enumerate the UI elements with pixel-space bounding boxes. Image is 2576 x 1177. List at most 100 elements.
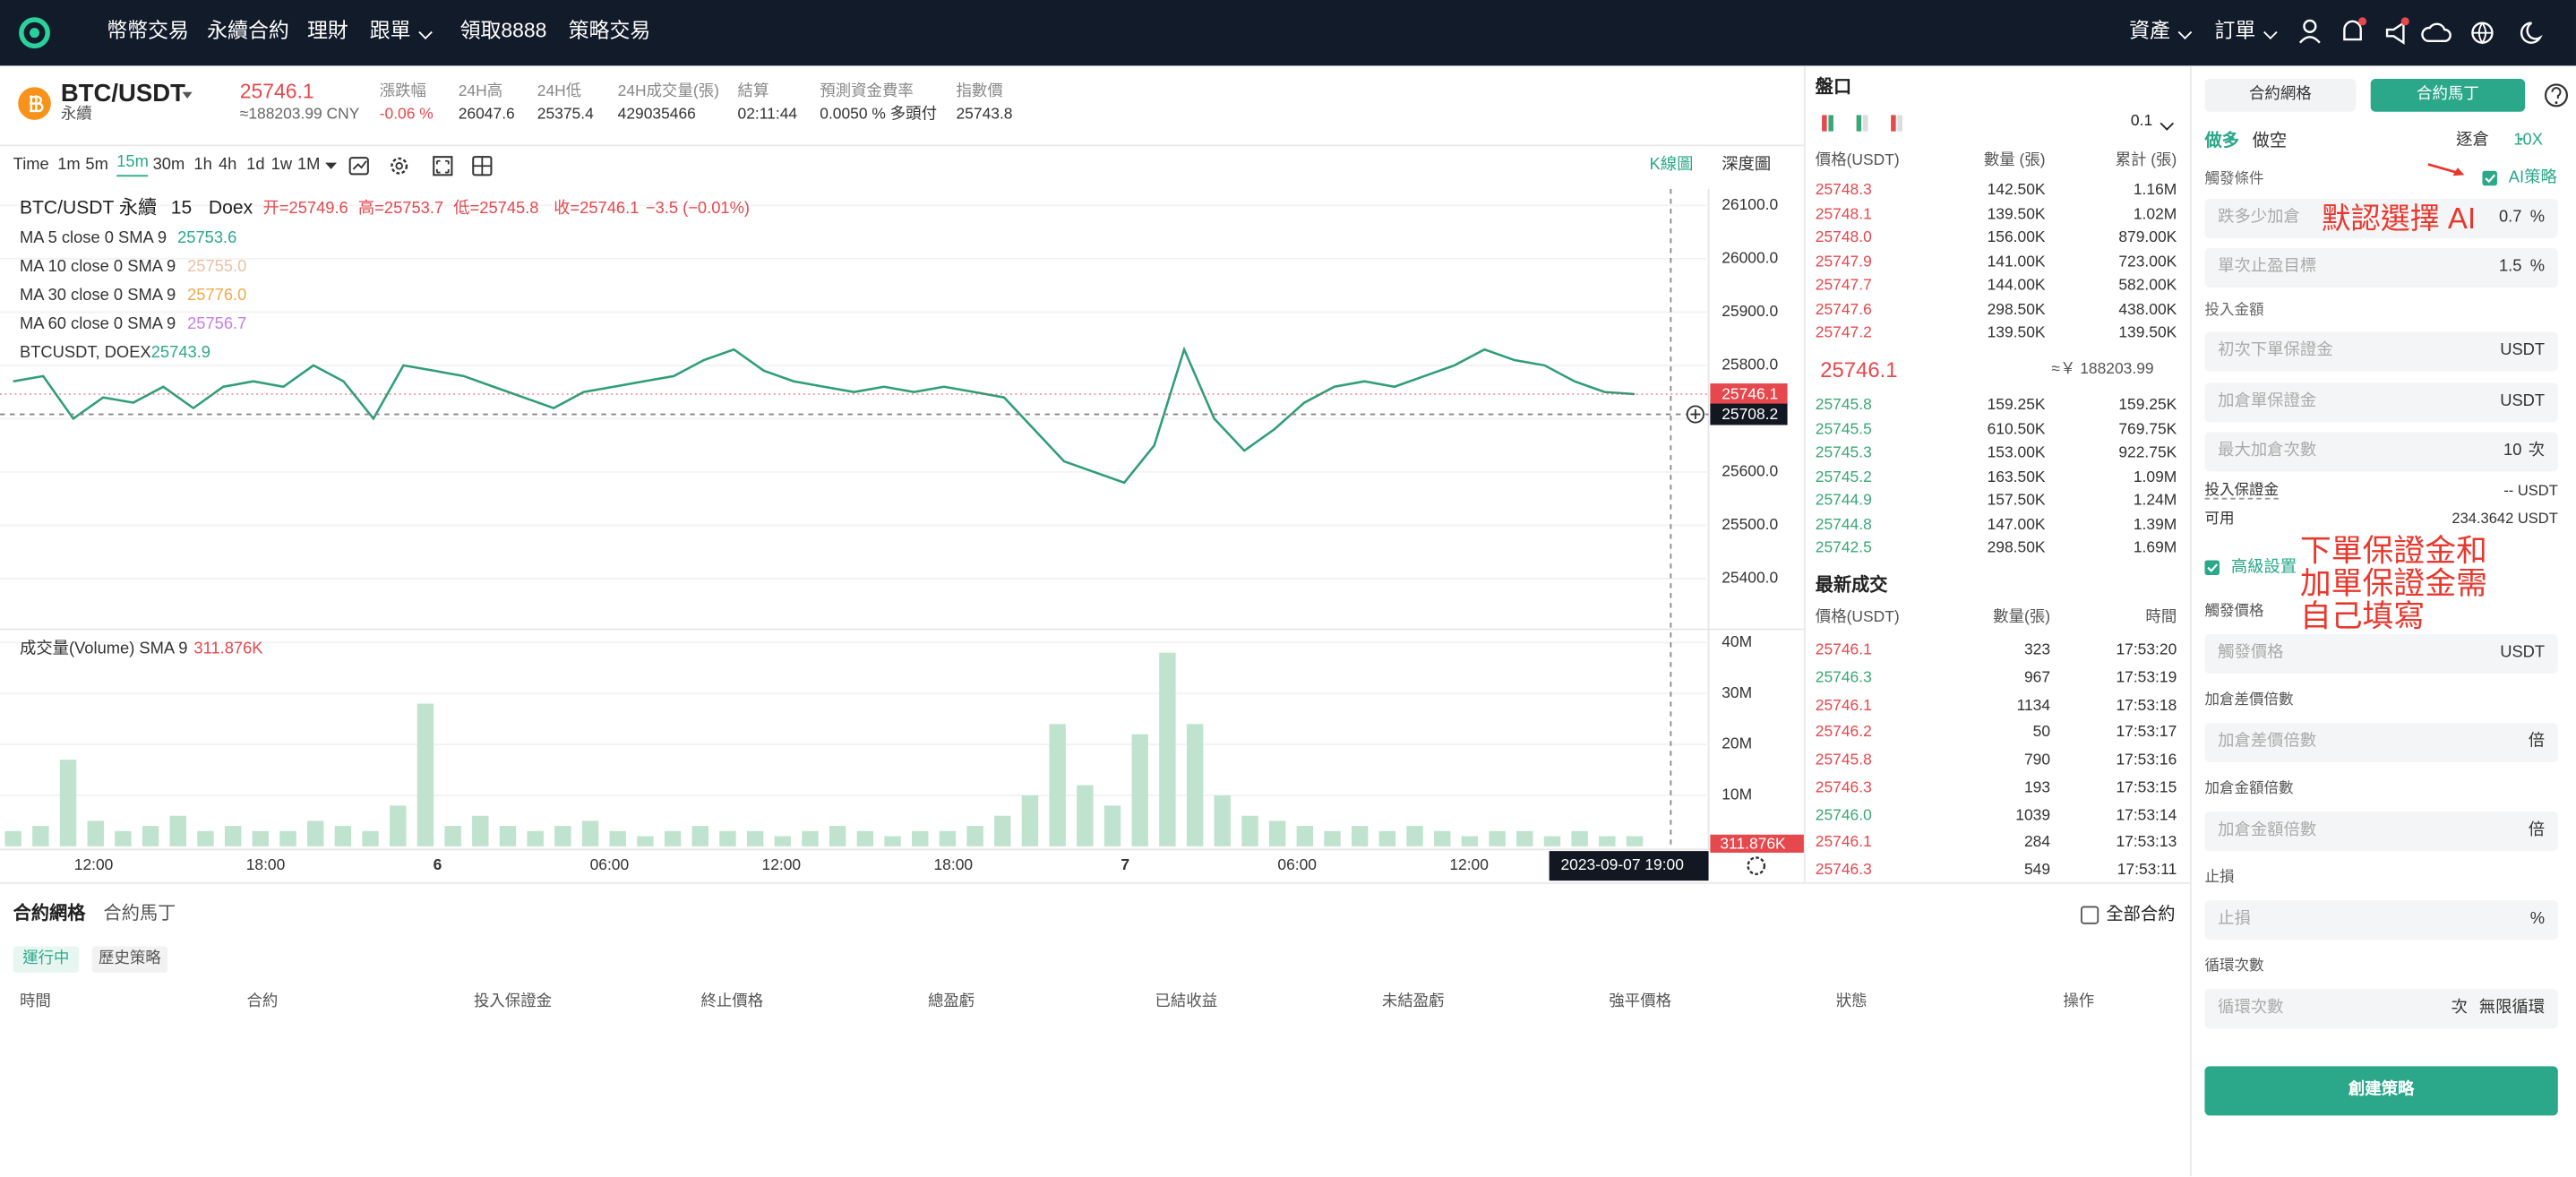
book-price[interactable]: 25745.2	[1815, 468, 1872, 486]
view-tab[interactable]: K線圖	[1649, 156, 1694, 175]
nav-menu-item[interactable]: 幣幣交易	[107, 19, 189, 43]
interval-option[interactable]: 30m	[152, 156, 185, 175]
stat-label: 結算	[737, 82, 769, 101]
field-placeholder: 加倉金額倍數	[2218, 821, 2317, 840]
input-field[interactable]	[2204, 900, 2558, 941]
ai-strategy-label[interactable]: AI策略	[2508, 168, 2557, 188]
all-contracts-checkbox[interactable]	[2080, 906, 2099, 925]
trade-size: 967	[2023, 668, 2051, 687]
subtab[interactable]: 歷史策略	[91, 946, 168, 973]
input-field[interactable]	[2204, 812, 2558, 852]
book-price[interactable]: 25745.3	[1815, 443, 1872, 462]
field-extra[interactable]: 無限循環	[2478, 999, 2546, 1018]
book-price[interactable]: 25747.9	[1815, 253, 1872, 271]
input-field[interactable]	[2204, 198, 2558, 238]
input-field[interactable]	[2204, 633, 2558, 674]
book-total: 1.16M	[2133, 181, 2177, 200]
book-price[interactable]: 25745.5	[1815, 420, 1872, 439]
cursor-price-tag-label: 25708.2	[1722, 405, 1778, 423]
volume-bar	[1516, 830, 1533, 846]
input-field[interactable]	[2204, 989, 2558, 1029]
margin-mode[interactable]: 逐倉	[2456, 131, 2489, 150]
interval-option[interactable]: 1m	[57, 156, 81, 175]
book-price[interactable]: 25748.0	[1815, 228, 1872, 247]
orderbook-view-icons	[1822, 115, 1902, 132]
pair[interactable]: BTC/USDT	[60, 79, 185, 108]
strategy-tab[interactable]: 合約網格	[2204, 79, 2357, 112]
column-header: 時間	[20, 992, 51, 1011]
field-unit: 倍	[2528, 733, 2546, 752]
volume-bar	[306, 820, 324, 846]
interval-option[interactable]: 1M	[296, 156, 321, 175]
book-price[interactable]: 25748.1	[1815, 204, 1872, 223]
input-field[interactable]	[2204, 331, 2558, 372]
interval-option[interactable]: 15m	[116, 154, 149, 177]
column-header: 強平價格	[1609, 992, 1672, 1011]
leverage[interactable]: 10X	[2513, 131, 2543, 150]
x-tick-label: 06:00	[590, 855, 630, 873]
volume-bar	[1626, 836, 1644, 846]
interval-option[interactable]: Time	[13, 156, 49, 175]
book-price[interactable]: 25747.7	[1815, 276, 1872, 295]
view-tab[interactable]: 深度圖	[1722, 156, 1772, 175]
volume-bar	[527, 830, 544, 846]
book-price[interactable]: 25748.3	[1815, 181, 1872, 200]
subtab[interactable]: 運行中	[13, 946, 80, 973]
input-field[interactable]	[2204, 382, 2558, 423]
trade-price: 25746.3	[1815, 861, 1872, 880]
trade-size: 549	[2023, 861, 2051, 880]
book-price[interactable]: 25747.2	[1815, 323, 1872, 342]
book-size: 159.25K	[1987, 396, 2046, 415]
strategy-tab[interactable]: 合約馬丁	[2370, 79, 2526, 112]
trade-price: 25746.3	[1815, 778, 1872, 797]
mid-price: 25746.1	[1820, 357, 1898, 382]
ohlc-value: 收=25746.1	[554, 198, 639, 217]
book-price[interactable]: 25745.8	[1815, 396, 1872, 415]
volume-bar	[1378, 830, 1396, 846]
bottom-tab[interactable]: 合約網格	[13, 904, 86, 924]
volume-bar	[637, 836, 654, 846]
book-price[interactable]: 25744.8	[1815, 515, 1872, 534]
field-unit: USDT	[2500, 643, 2546, 663]
book-total: 139.50K	[2118, 323, 2177, 342]
input-field[interactable]	[2204, 723, 2558, 763]
all-contracts-label[interactable]: 全部合約	[2106, 905, 2176, 925]
nav-menu-item[interactable]: 跟單	[370, 21, 434, 41]
volume-bar	[279, 830, 296, 846]
book-total: 1.02M	[2133, 204, 2177, 223]
nav-menu-item[interactable]: 理財	[306, 19, 348, 43]
nav-dropdown[interactable]: 訂單	[2214, 21, 2279, 41]
y-tick-label: 25400.0	[1722, 569, 1778, 587]
advanced-settings[interactable]: 高級設置	[2230, 558, 2297, 577]
depth-step[interactable]: 0.1	[2131, 114, 2176, 129]
volume-bar	[884, 836, 901, 846]
field-unit: %	[2529, 208, 2546, 228]
book-price[interactable]: 25747.6	[1815, 300, 1872, 319]
chart-symbol: BTC/USDT 永續	[20, 197, 157, 219]
trade-time: 17:53:20	[2116, 640, 2177, 659]
nav-dropdown[interactable]: 資產	[2129, 21, 2194, 41]
interval-option[interactable]: 4h	[218, 156, 237, 175]
nav-menu-item[interactable]: 策略交易	[568, 19, 651, 43]
interval-option[interactable]: 5m	[85, 156, 108, 175]
volume-bar	[1186, 724, 1204, 846]
side-option[interactable]: 做多	[2204, 131, 2239, 151]
trade-time: 17:53:17	[2116, 723, 2177, 743]
interval-option[interactable]: 1h	[193, 156, 212, 175]
stat-value: 0.0050 % 多頭付	[820, 105, 938, 125]
interval-option[interactable]: 1d	[246, 156, 265, 175]
nav-menu-item[interactable]: 領取8888	[459, 19, 547, 43]
nav-menu-item[interactable]: 永續合約	[207, 19, 289, 43]
field-placeholder: 加倉差價倍數	[2218, 733, 2317, 752]
input-field[interactable]	[2204, 432, 2558, 472]
bottom-tab[interactable]: 合約馬丁	[103, 904, 176, 924]
interval-option[interactable]: 1w	[270, 156, 293, 175]
nav-icons	[2298, 17, 2543, 45]
indicator-value: 25755.0	[187, 256, 246, 275]
input-field[interactable]	[2204, 247, 2558, 288]
book-price[interactable]: 25744.9	[1815, 491, 1872, 511]
side-option[interactable]: 做空	[2252, 131, 2288, 151]
book-price[interactable]: 25742.5	[1815, 539, 1872, 558]
trade-time: 17:53:13	[2116, 833, 2177, 853]
create-strategy-button[interactable]: 創建策略	[2204, 1066, 2558, 1116]
